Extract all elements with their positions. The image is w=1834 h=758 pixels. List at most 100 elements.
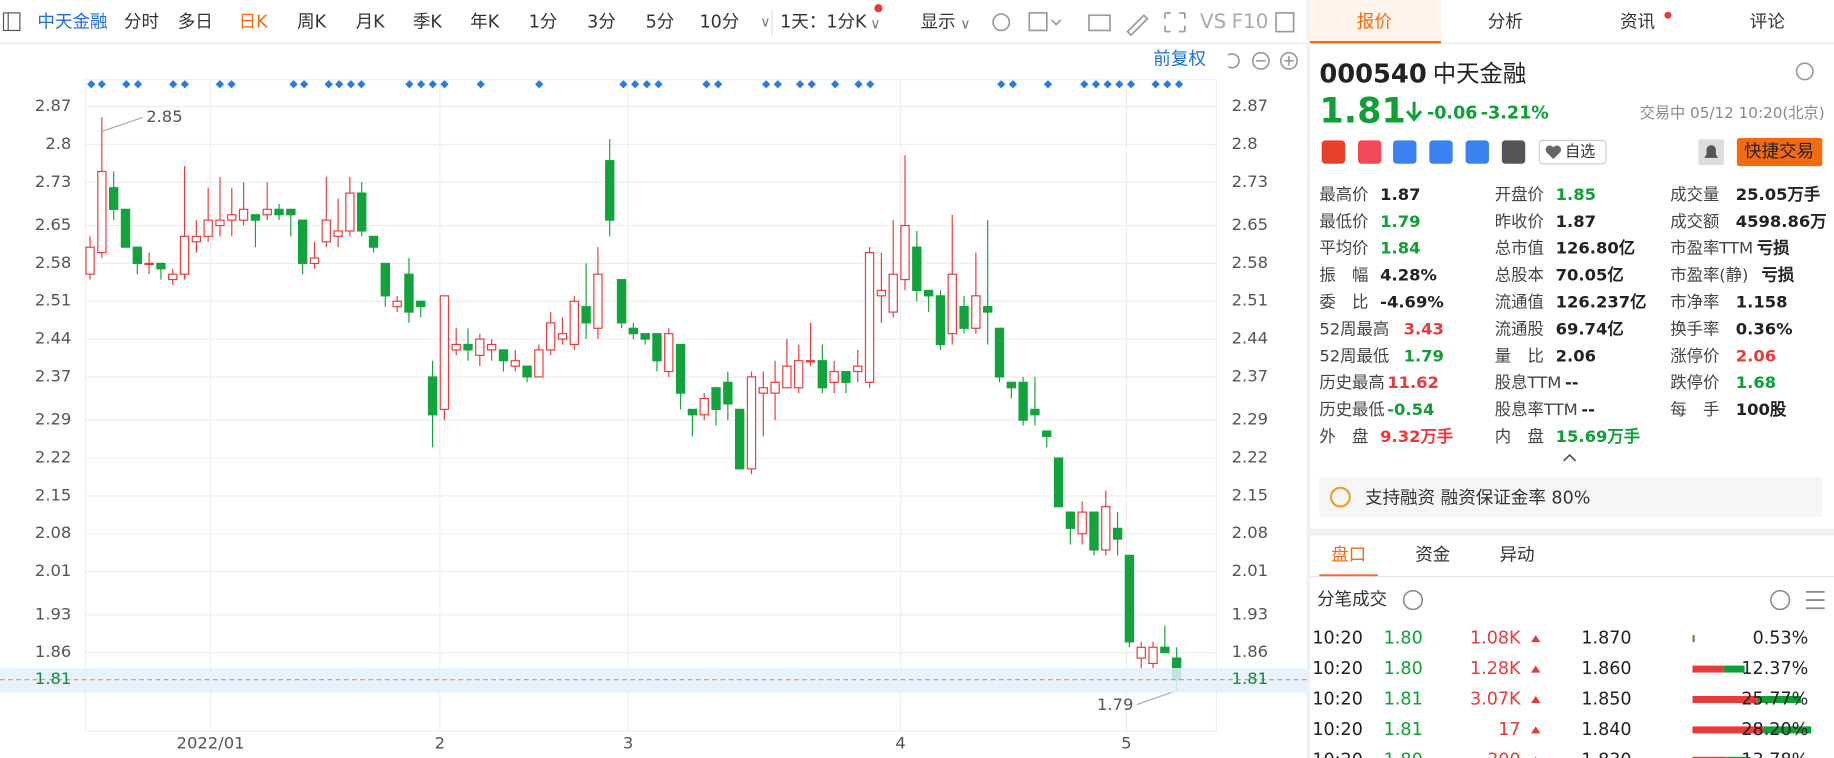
event-marker[interactable] bbox=[405, 80, 414, 89]
event-marker[interactable] bbox=[324, 80, 333, 89]
box-icon[interactable] bbox=[1028, 12, 1048, 32]
level-pct: 12.37% bbox=[1741, 659, 1808, 679]
sub-tab[interactable]: 盘口 bbox=[1331, 546, 1366, 566]
panel-tab[interactable]: 评论 bbox=[1750, 12, 1786, 32]
event-marker[interactable] bbox=[299, 80, 309, 89]
event-marker[interactable] bbox=[795, 80, 805, 89]
event-marker[interactable] bbox=[866, 80, 875, 89]
expand-icon[interactable] bbox=[1164, 12, 1186, 33]
price-level: 1.830 bbox=[1581, 750, 1631, 758]
trade-price: 1.80 bbox=[1384, 629, 1423, 649]
trade-button[interactable] bbox=[1736, 138, 1823, 167]
sub-tab[interactable]: 异动 bbox=[1499, 546, 1534, 566]
more-icon[interactable] bbox=[1770, 589, 1791, 611]
event-marker[interactable] bbox=[807, 80, 816, 89]
candle-body bbox=[652, 333, 662, 362]
camera-icon[interactable] bbox=[1088, 14, 1111, 32]
display-menu[interactable]: 显示 bbox=[921, 12, 956, 32]
event-marker[interactable] bbox=[854, 80, 863, 89]
event-marker[interactable] bbox=[357, 80, 366, 89]
trade-label: 快捷交易 bbox=[1744, 142, 1814, 162]
f10-button[interactable]: F10 bbox=[1232, 10, 1269, 33]
period-tab[interactable]: 5分 bbox=[646, 12, 675, 32]
period-tab[interactable]: 周K bbox=[297, 12, 327, 32]
feature-icon[interactable] bbox=[1465, 140, 1489, 164]
event-marker[interactable] bbox=[619, 80, 628, 89]
event-marker[interactable] bbox=[997, 80, 1006, 89]
level-bar-buy bbox=[1757, 695, 1801, 703]
trade-time: 10:20 bbox=[1312, 629, 1363, 649]
event-marker[interactable] bbox=[714, 80, 723, 89]
period-tab[interactable]: 月K bbox=[356, 12, 386, 32]
event-marker[interactable] bbox=[761, 80, 771, 89]
candle-body bbox=[498, 349, 509, 362]
event-marker[interactable] bbox=[1174, 80, 1184, 89]
event-marker[interactable] bbox=[122, 80, 131, 89]
stat-label: 平均价 bbox=[1319, 239, 1368, 258]
feature-icon[interactable] bbox=[1501, 140, 1526, 164]
event-marker[interactable] bbox=[1163, 80, 1172, 89]
event-marker[interactable] bbox=[133, 80, 143, 89]
stock-link[interactable]: 中天金融 bbox=[37, 12, 107, 32]
panel-tab[interactable]: 资讯 bbox=[1620, 12, 1655, 32]
period-tab[interactable]: 多日 bbox=[178, 12, 213, 32]
settings-icon[interactable] bbox=[1795, 62, 1814, 81]
chevron: ∨ bbox=[960, 17, 970, 33]
zoom-out[interactable] bbox=[1251, 51, 1270, 70]
event-marker[interactable] bbox=[440, 80, 449, 89]
feature-icon[interactable] bbox=[1393, 140, 1417, 164]
event-marker[interactable] bbox=[830, 80, 840, 89]
trade-volume: 1.08K bbox=[1470, 629, 1521, 649]
event-marker[interactable] bbox=[773, 80, 782, 89]
collapse-icon[interactable] bbox=[1563, 453, 1577, 462]
panel-tab[interactable]: 分析 bbox=[1488, 12, 1523, 32]
event-marker[interactable] bbox=[87, 80, 96, 89]
event-marker[interactable] bbox=[1008, 80, 1018, 89]
event-marker[interactable] bbox=[1080, 80, 1089, 89]
sub-tab[interactable]: 资金 bbox=[1415, 546, 1451, 566]
event-marker[interactable] bbox=[346, 80, 356, 89]
candle-body bbox=[947, 273, 957, 335]
event-marker[interactable] bbox=[630, 80, 640, 89]
info-icon[interactable] bbox=[1402, 589, 1424, 611]
period-tab[interactable]: 分时 bbox=[124, 12, 159, 32]
period-tab[interactable]: 1分 bbox=[529, 12, 558, 32]
feature-icon[interactable] bbox=[1429, 140, 1453, 164]
period-tab[interactable]: 年K bbox=[470, 12, 500, 32]
candle-body bbox=[345, 192, 355, 232]
vs-button[interactable]: VS bbox=[1200, 10, 1226, 33]
menu-icon[interactable] bbox=[2, 12, 21, 32]
candle-body bbox=[687, 408, 698, 416]
feature-icon[interactable] bbox=[1357, 140, 1382, 164]
feature-icon[interactable] bbox=[1321, 140, 1346, 164]
event-marker[interactable] bbox=[1043, 80, 1053, 89]
event-marker[interactable] bbox=[535, 80, 544, 89]
period-tab[interactable]: 10分 bbox=[699, 12, 739, 32]
candle-body bbox=[1006, 381, 1016, 389]
event-marker[interactable] bbox=[428, 80, 437, 89]
pencil-icon[interactable] bbox=[1126, 14, 1149, 37]
panel-icon[interactable] bbox=[1275, 12, 1295, 33]
period-tab[interactable]: 3分 bbox=[587, 12, 616, 32]
period-tab[interactable]: 日K bbox=[239, 12, 269, 32]
period-select[interactable]: 1天：1分K bbox=[780, 12, 867, 32]
last-band bbox=[0, 668, 1307, 693]
stat-value: 1.87 bbox=[1380, 185, 1420, 204]
adjust-button[interactable]: 前复权 bbox=[1153, 50, 1206, 70]
watch-label: 自选 bbox=[1565, 143, 1595, 161]
level-pct: 28.20% bbox=[1741, 720, 1808, 740]
event-marker[interactable] bbox=[476, 80, 485, 89]
event-marker[interactable] bbox=[702, 80, 711, 89]
candle-body bbox=[286, 208, 296, 216]
event-marker[interactable] bbox=[97, 80, 106, 89]
event-marker[interactable] bbox=[654, 80, 663, 89]
settings-icon[interactable] bbox=[992, 13, 1011, 32]
last-label: 1.81 bbox=[35, 669, 71, 688]
list-icon[interactable] bbox=[1805, 590, 1825, 610]
event-marker[interactable] bbox=[227, 80, 236, 89]
period-tab[interactable]: 季K bbox=[413, 12, 443, 32]
event-marker[interactable] bbox=[642, 80, 651, 89]
zoom-in[interactable] bbox=[1279, 51, 1298, 70]
panel-tab[interactable]: 报价 bbox=[1357, 12, 1392, 32]
x-tick-label: 4 bbox=[895, 733, 905, 752]
